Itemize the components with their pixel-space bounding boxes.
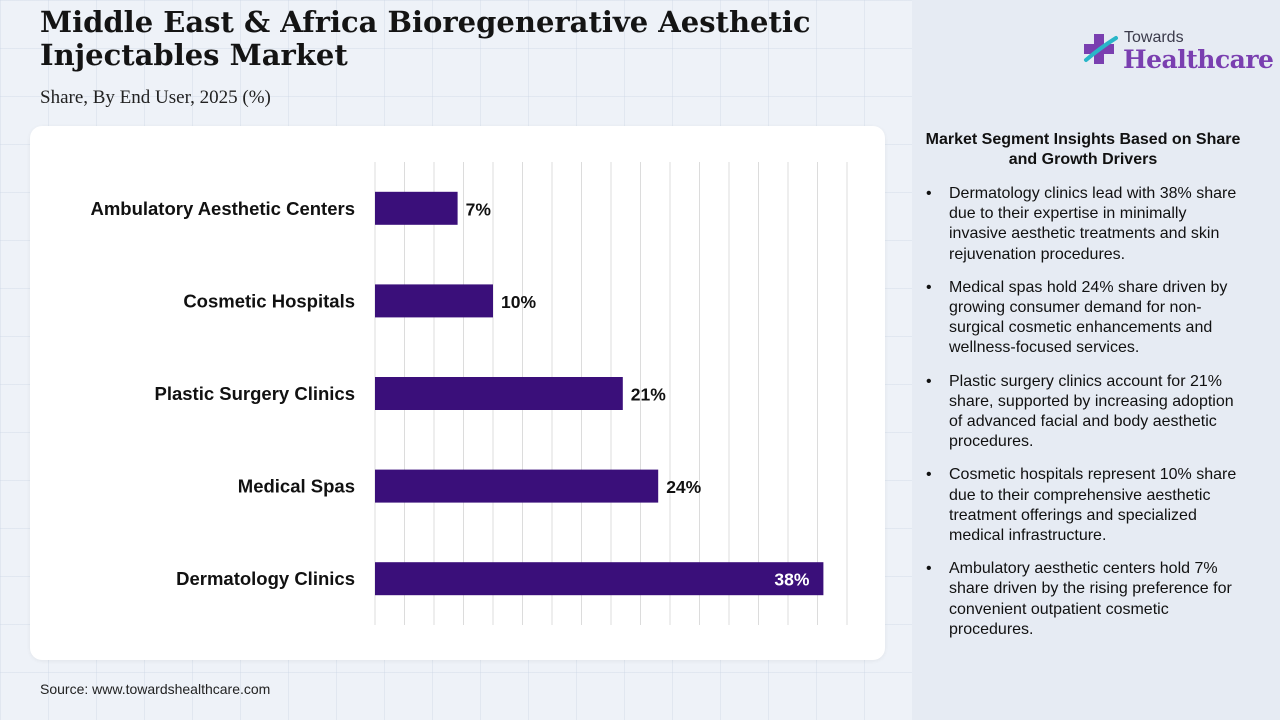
insight-text: Medical spas hold 24% share driven by gr… [949, 278, 1228, 357]
bar [375, 284, 493, 318]
towards-healthcare-logo: Towards Healthcare [1080, 26, 1274, 78]
insight-item: • Dermatology clinics lead with 38% share… [924, 184, 1242, 265]
bullet-icon: • [926, 185, 932, 202]
bars: Ambulatory Aesthetic Centers 7% Cosmetic H… [90, 191, 824, 596]
value-label: 24% [666, 477, 701, 497]
chart-title: Middle East & Africa Bioregenerative Aes… [40, 5, 811, 72]
chart-card: Ambulatory Aesthetic Centers 7% Cosmetic H… [30, 126, 885, 660]
insight-item: • Ambulatory aesthetic centers hold 7% sh… [924, 559, 1242, 640]
bar-chart: Ambulatory Aesthetic Centers 7% Cosmetic H… [90, 162, 848, 625]
chart-subtitle: Share, By End User, 2025 (%) [40, 87, 271, 108]
bullet-icon: • [926, 466, 932, 484]
bar [375, 191, 458, 225]
insights-title: Market Segment Insights Based on Share a… [925, 131, 1241, 168]
insight-text: Ambulatory aesthetic centers hold 7% sha… [949, 560, 1232, 638]
bullet-icon: • [926, 560, 932, 578]
bullet-icon: • [926, 372, 932, 390]
bar [375, 469, 659, 503]
value-label: 38% [774, 570, 809, 590]
category-label: Medical Spas [238, 476, 355, 497]
source-note: Source: www.towardshealthcare.com [40, 681, 271, 697]
logo-main-text: Healthcare [1123, 45, 1274, 74]
category-label: Dermatology Clinics [176, 568, 355, 589]
insights-panel [912, 0, 1280, 720]
value-label: 21% [631, 385, 666, 405]
category-label: Plastic Surgery Clinics [154, 383, 355, 404]
bar [375, 377, 623, 410]
category-label: Cosmetic Hospitals [183, 290, 355, 311]
insight-text: Plastic surgery clinics account for 21% … [949, 372, 1234, 451]
logo-top-text: Towards [1124, 29, 1184, 46]
insight-text: Dermatology clinics lead with 38% share … [949, 185, 1237, 263]
insight-item: • Medical spas hold 24% share driven by g… [924, 278, 1242, 359]
category-label: Ambulatory Aesthetic Centers [90, 198, 355, 219]
insight-item: • Cosmetic hospitals represent 10% share … [924, 465, 1242, 546]
bullet-icon: • [926, 278, 932, 296]
value-label: 10% [501, 292, 536, 312]
value-label: 7% [466, 199, 492, 219]
insight-text: Cosmetic hospitals represent 10% share d… [949, 466, 1237, 545]
insights-list: • Dermatology clinics lead with 38% share… [924, 184, 1242, 653]
insight-item: • Plastic surgery clinics account for 21%… [924, 372, 1242, 453]
medical-cross-logo-icon [1084, 34, 1118, 64]
bar [375, 562, 824, 596]
